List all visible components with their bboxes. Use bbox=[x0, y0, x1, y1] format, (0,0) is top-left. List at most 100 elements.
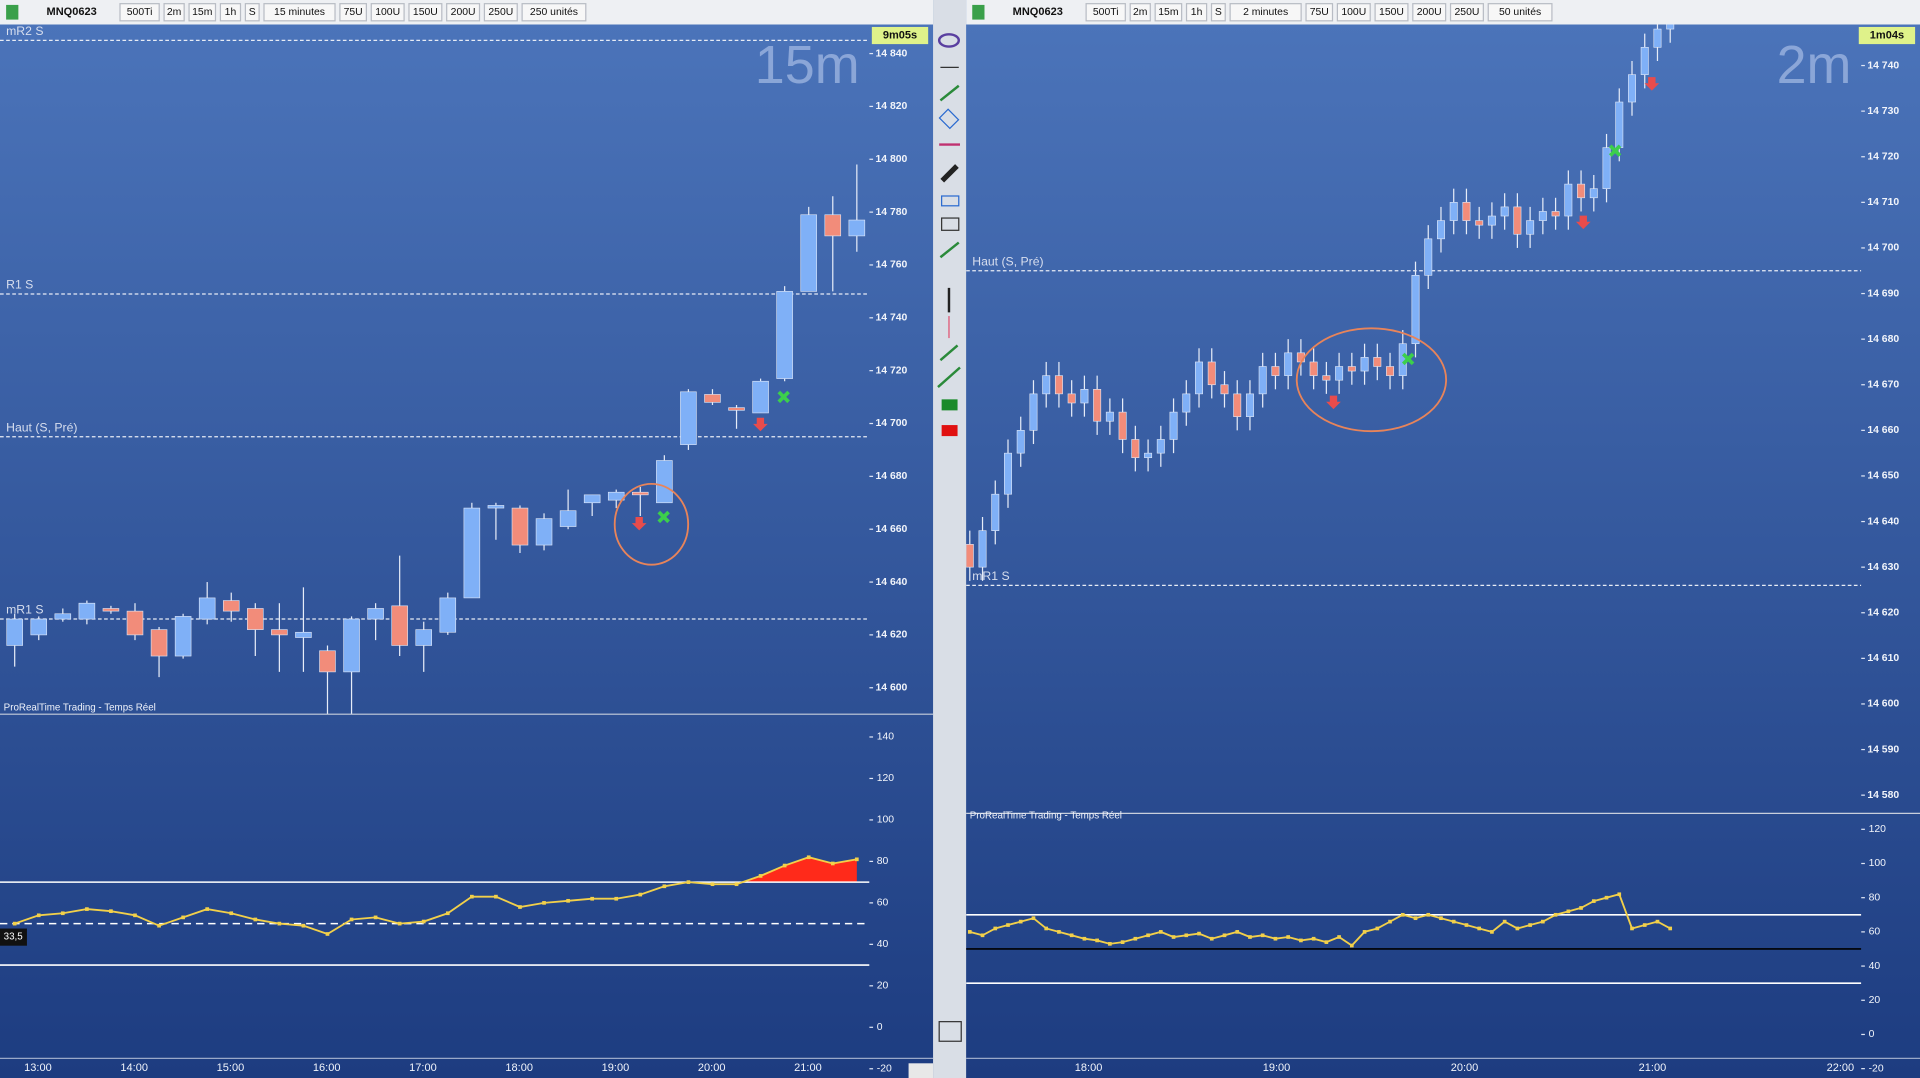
tool-settings[interactable] bbox=[938, 1021, 962, 1042]
indicator-point bbox=[1642, 923, 1647, 927]
indicator-point bbox=[157, 923, 161, 928]
candle-body bbox=[1004, 452, 1012, 495]
units-button[interactable] bbox=[339, 3, 367, 22]
tool-rect[interactable] bbox=[938, 108, 960, 130]
candle-body bbox=[1538, 211, 1547, 221]
y-tick-label: 14 650 bbox=[1867, 471, 1899, 482]
interval-button[interactable] bbox=[188, 3, 217, 22]
interval-button[interactable] bbox=[1085, 3, 1126, 22]
units-button-label: 200U bbox=[451, 7, 476, 18]
candle-body bbox=[1080, 389, 1089, 404]
indicator-point bbox=[85, 907, 89, 911]
candle-body bbox=[1500, 206, 1509, 217]
units-button[interactable] bbox=[483, 3, 518, 22]
candle-body bbox=[1233, 393, 1242, 417]
indicator-point bbox=[1337, 935, 1341, 939]
period-select[interactable] bbox=[1229, 3, 1302, 22]
units-select[interactable] bbox=[521, 3, 587, 22]
indicator-point bbox=[1133, 936, 1138, 941]
watermark: 2m bbox=[1777, 35, 1852, 95]
candle-body bbox=[535, 518, 553, 546]
indicator-point bbox=[1668, 926, 1673, 931]
candle-body bbox=[1628, 74, 1636, 103]
indicator-point bbox=[1044, 926, 1049, 931]
indicator-point bbox=[1426, 912, 1431, 917]
candle-body bbox=[1245, 393, 1254, 417]
candle-body bbox=[1475, 220, 1484, 226]
keyboard-button[interactable] bbox=[908, 1063, 934, 1078]
interval-button[interactable] bbox=[219, 3, 242, 22]
candle-body bbox=[78, 602, 96, 620]
units-button[interactable] bbox=[1305, 3, 1334, 22]
candle-body bbox=[824, 214, 842, 237]
indicator-point bbox=[782, 863, 787, 868]
indicator-point bbox=[301, 923, 306, 928]
candle-body bbox=[1093, 389, 1102, 422]
interval-button[interactable] bbox=[119, 3, 160, 22]
units-select[interactable] bbox=[1487, 3, 1553, 22]
indicator-point bbox=[1362, 930, 1367, 934]
y-tick-label: -20 bbox=[1869, 1063, 1884, 1074]
x-tick-label: 15:00 bbox=[217, 1062, 245, 1074]
sell-arrow bbox=[1575, 215, 1591, 230]
indicator-point bbox=[1439, 916, 1443, 921]
y-tick-label: 14 580 bbox=[1867, 790, 1899, 801]
sell-arrow bbox=[1326, 395, 1341, 410]
tool-ray[interactable] bbox=[937, 366, 961, 389]
interval-button[interactable] bbox=[1154, 3, 1183, 22]
indicator-point bbox=[1591, 899, 1596, 903]
interval-button-label: 15m bbox=[1158, 7, 1178, 18]
interval-button[interactable] bbox=[1210, 3, 1226, 22]
indicator-point bbox=[1248, 935, 1252, 939]
units-button[interactable] bbox=[1449, 3, 1484, 22]
interval-button[interactable] bbox=[163, 3, 185, 22]
tool-arrow[interactable] bbox=[939, 344, 959, 362]
candle-body bbox=[1589, 188, 1598, 199]
candle-body bbox=[1042, 375, 1051, 395]
indicator-point bbox=[518, 905, 522, 909]
candle-body bbox=[1526, 220, 1535, 235]
x-tick-label: 21:00 bbox=[794, 1062, 822, 1074]
candle-body bbox=[391, 605, 408, 646]
highlight-ellipse bbox=[613, 482, 690, 566]
candle-body bbox=[559, 510, 577, 527]
tool-ellipse[interactable] bbox=[937, 33, 960, 48]
units-button[interactable] bbox=[1374, 3, 1409, 22]
interval-button[interactable] bbox=[244, 3, 260, 22]
interval-button[interactable] bbox=[1129, 3, 1151, 22]
indicator-point bbox=[1209, 936, 1214, 941]
interval-button[interactable] bbox=[1185, 3, 1208, 22]
candle-body bbox=[487, 505, 505, 509]
indicator-point bbox=[1400, 912, 1405, 917]
symbol[interactable]: MNQ0623 bbox=[1013, 6, 1063, 18]
y-tick-label: 100 bbox=[1869, 858, 1887, 869]
symbol[interactable]: MNQ0623 bbox=[47, 6, 97, 18]
candle-body bbox=[1195, 361, 1204, 395]
tool-fib[interactable] bbox=[941, 195, 960, 207]
units-button[interactable] bbox=[1412, 3, 1447, 22]
tool-red-box[interactable] bbox=[941, 425, 958, 437]
x-tick-label: 18:00 bbox=[505, 1062, 533, 1074]
y-tick-label: 20 bbox=[877, 981, 889, 992]
units-button[interactable] bbox=[1336, 3, 1371, 22]
units-button[interactable] bbox=[370, 3, 405, 22]
units-button[interactable] bbox=[408, 3, 443, 22]
tool-text[interactable] bbox=[941, 217, 960, 231]
candle-body bbox=[1653, 28, 1662, 48]
units-select-label: 250 unités bbox=[530, 7, 578, 18]
tool-line[interactable] bbox=[939, 84, 960, 102]
units-button[interactable] bbox=[446, 3, 481, 22]
candle-body bbox=[102, 608, 120, 612]
candle-body bbox=[1437, 220, 1445, 240]
candle-body bbox=[1577, 183, 1586, 199]
tool-green-box[interactable] bbox=[941, 399, 958, 411]
tool-channel[interactable] bbox=[939, 241, 960, 259]
period-select[interactable] bbox=[263, 3, 336, 22]
level-label: mR2 S bbox=[6, 24, 43, 38]
y-tick-label: 40 bbox=[877, 939, 889, 950]
y-tick-label: 140 bbox=[877, 732, 895, 743]
tool-pen[interactable] bbox=[940, 164, 959, 183]
y-tick-label: 14 640 bbox=[876, 577, 908, 588]
y-tick-label: 14 710 bbox=[1867, 197, 1899, 208]
